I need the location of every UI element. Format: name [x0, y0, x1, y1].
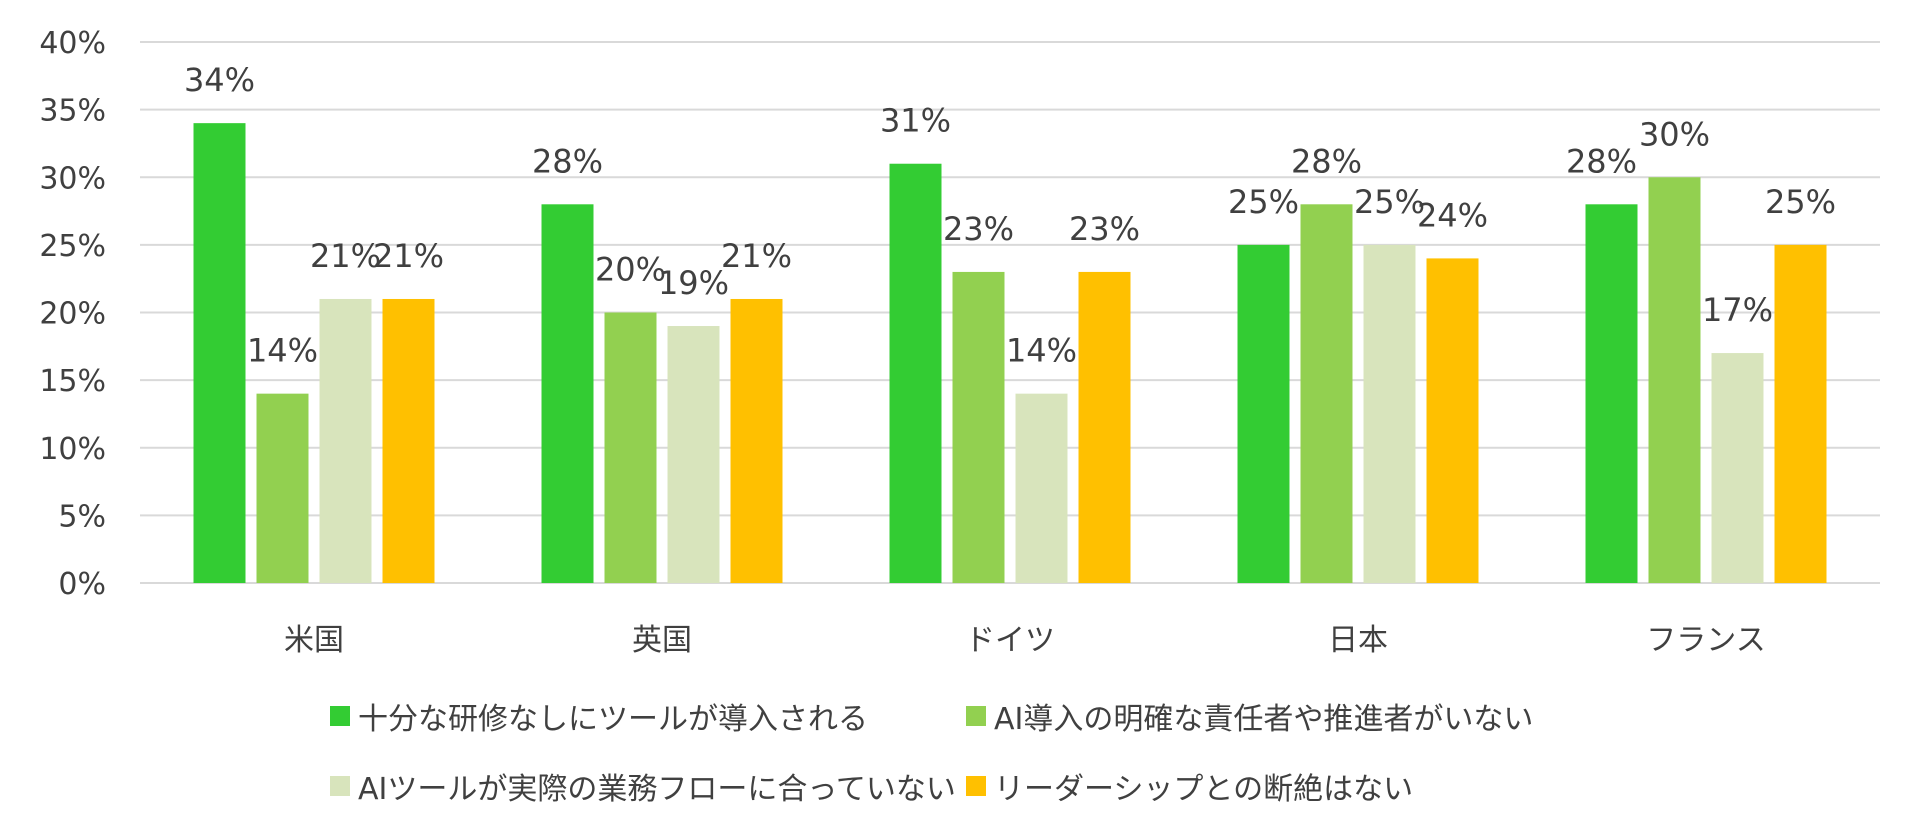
y-tick-label: 35%: [39, 94, 106, 129]
bar: [193, 123, 246, 584]
y-tick-label: 20%: [39, 297, 106, 332]
bar: [1300, 204, 1353, 584]
bar: [1774, 244, 1827, 583]
legend: 十分な研修なしにツールが導入される AI導入の明確な責任者や推進者がいない AIツー…: [330, 694, 1630, 808]
bar: [1426, 258, 1479, 583]
y-tick-label: 40%: [39, 26, 106, 61]
x-tick-label: 英国: [632, 623, 692, 658]
data-label: 28%: [1566, 142, 1637, 180]
legend-item: AI導入の明確な責任者や推進者がいない: [966, 694, 1602, 738]
data-label: 21%: [310, 237, 381, 275]
bar: [1585, 204, 1638, 584]
legend-item: リーダーシップとの断絶はない: [966, 764, 1602, 808]
y-tick-label: 15%: [39, 364, 106, 399]
x-tick-label: フランス: [1646, 623, 1765, 658]
legend-item: AIツールが実際の業務フローに合っていない: [330, 764, 966, 808]
data-label: 23%: [943, 210, 1014, 248]
bar: [604, 312, 657, 583]
bar: [1711, 353, 1764, 583]
legend-swatch: [966, 706, 986, 726]
data-label: 31%: [880, 102, 951, 140]
bar: [730, 298, 783, 583]
data-label: 21%: [373, 237, 444, 275]
data-label: 30%: [1639, 115, 1710, 153]
legend-label: AI導入の明確な責任者や推進者がいない: [994, 702, 1534, 737]
legend-item: 十分な研修なしにツールが導入される: [330, 694, 966, 738]
legend-label: リーダーシップとの断絶はない: [994, 772, 1414, 807]
data-label: 28%: [1291, 142, 1362, 180]
legend-label: AIツールが実際の業務フローに合っていない: [358, 772, 956, 807]
bar: [382, 298, 435, 583]
data-label: 14%: [247, 332, 318, 370]
y-tick-label: 10%: [39, 432, 106, 467]
legend-label: 十分な研修なしにツールが導入される: [358, 702, 868, 737]
x-tick-label: ドイツ: [965, 623, 1055, 658]
legend-swatch: [330, 706, 350, 726]
bar: [889, 163, 942, 583]
y-tick-label: 0%: [58, 567, 106, 602]
bar: [667, 326, 720, 583]
data-label: 19%: [658, 264, 729, 302]
bar: [1648, 177, 1701, 583]
data-label: 14%: [1006, 332, 1077, 370]
data-label: 20%: [595, 251, 666, 289]
bar: [952, 271, 1005, 583]
bar: [1363, 244, 1416, 583]
data-label: 17%: [1702, 291, 1773, 329]
bar: [256, 393, 309, 583]
y-tick-label: 30%: [39, 161, 106, 196]
data-label: 21%: [721, 237, 792, 275]
data-label: 25%: [1228, 183, 1299, 221]
bar: [1078, 271, 1131, 583]
legend-swatch: [330, 776, 350, 796]
data-label: 23%: [1069, 210, 1140, 248]
data-label: 28%: [532, 142, 603, 180]
data-label: 34%: [184, 61, 255, 99]
bar: [1237, 244, 1290, 583]
chart-plot: 0%5%10%15%20%25%30%35%40%34%14%21%21%米国2…: [39, 26, 1880, 658]
y-tick-label: 5%: [58, 499, 106, 534]
x-tick-label: 米国: [284, 623, 344, 658]
x-tick-label: 日本: [1328, 623, 1388, 658]
y-tick-label: 25%: [39, 229, 106, 264]
bar: [541, 204, 594, 584]
bar: [319, 298, 372, 583]
legend-swatch: [966, 776, 986, 796]
data-label: 25%: [1765, 183, 1836, 221]
data-label: 25%: [1354, 183, 1425, 221]
data-label: 24%: [1417, 196, 1488, 234]
bar: [1015, 393, 1068, 583]
